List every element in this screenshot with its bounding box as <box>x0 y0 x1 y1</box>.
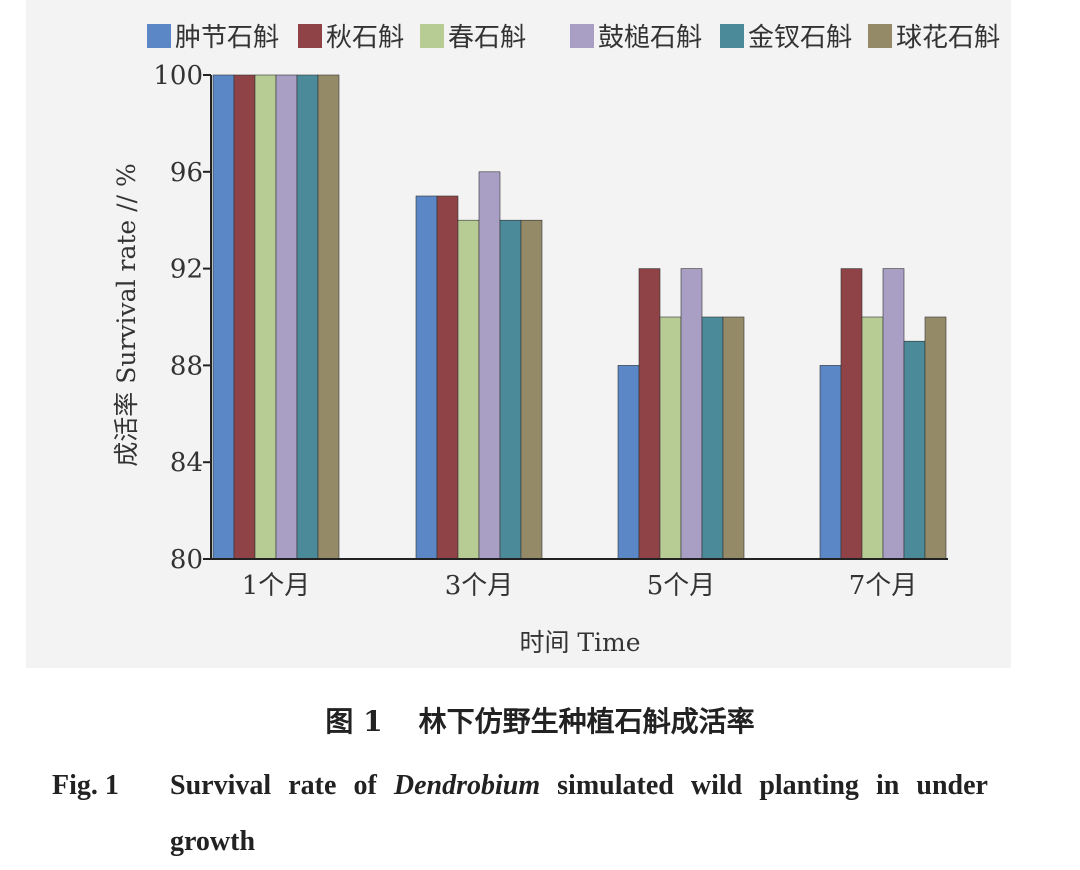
y-tick-label: 84 <box>170 448 203 478</box>
legend-swatch <box>298 24 322 48</box>
bar-chart: 肿节石斛 秋石斛 春石斛 鼓槌石斛 金钗石斛 球花石斛 80 84 88 92 96 100 1个月… <box>0 0 1080 680</box>
bar-3-6 <box>723 317 744 559</box>
bar-4-1 <box>820 365 841 559</box>
bar-1-6 <box>318 75 339 559</box>
figure-caption-cn: 图 1 林下仿野生种植石斛成活率 <box>0 700 1080 740</box>
caption-cn-number: 图 1 <box>325 705 382 738</box>
bar-1-4 <box>276 75 297 559</box>
bar-1-3 <box>255 75 276 559</box>
bar-4-4 <box>883 269 904 559</box>
legend-swatch <box>420 24 444 48</box>
x-tick-label: 7个月 <box>849 571 918 601</box>
chart-legend: 肿节石斛 秋石斛 春石斛 鼓槌石斛 金钗石斛 球花石斛 <box>147 23 1000 53</box>
y-tick-label: 100 <box>153 61 203 91</box>
bar-2-1 <box>416 196 437 559</box>
y-tick-label: 88 <box>170 351 203 381</box>
bar-3-2 <box>639 269 660 559</box>
y-tick-label: 92 <box>170 255 203 285</box>
bar-1-1 <box>213 75 234 559</box>
bar-2-2 <box>437 196 458 559</box>
bar-2-3 <box>458 220 479 559</box>
bar-3-1 <box>618 365 639 559</box>
bar-2-4 <box>479 172 500 559</box>
legend-label: 鼓槌石斛 <box>598 23 702 53</box>
legend-swatch <box>868 24 892 48</box>
bar-1-2 <box>234 75 255 559</box>
x-ticks: 1个月 3个月 5个月 7个月 <box>242 571 918 601</box>
x-tick-label: 1个月 <box>242 571 311 601</box>
bar-3-5 <box>702 317 723 559</box>
bar-3-3 <box>660 317 681 559</box>
legend-label: 金钗石斛 <box>748 23 852 53</box>
x-tick-label: 5个月 <box>647 571 716 601</box>
bar-4-6 <box>925 317 946 559</box>
legend-label: 春石斛 <box>448 23 526 53</box>
caption-en-label: Fig. 1 <box>52 758 170 814</box>
figure-caption-en: Fig. 1 Survival rate of Dendrobium simula… <box>52 758 992 870</box>
bar-4-2 <box>841 269 862 559</box>
legend-swatch <box>720 24 744 48</box>
legend-swatch <box>147 24 171 48</box>
y-axis-title: 成活率 Survival rate // % <box>112 163 141 466</box>
bar-2-6 <box>521 220 542 559</box>
legend-label: 秋石斛 <box>326 23 404 53</box>
bar-4-5 <box>904 341 925 559</box>
caption-cn-text: 林下仿野生种植石斛成活率 <box>419 705 755 738</box>
bar-3-4 <box>681 269 702 559</box>
y-ticks: 80 84 88 92 96 100 <box>153 61 211 575</box>
legend-swatch <box>570 24 594 48</box>
caption-en-pre: Survival rate of <box>170 770 394 801</box>
caption-en-text: Survival rate of Dendrobium simulated wi… <box>170 758 988 870</box>
x-tick-label: 3个月 <box>445 571 514 601</box>
legend-label: 肿节石斛 <box>175 23 279 53</box>
legend-label: 球花石斛 <box>896 23 1000 53</box>
bars-group <box>213 75 946 559</box>
bar-4-3 <box>862 317 883 559</box>
bar-1-5 <box>297 75 318 559</box>
y-tick-label: 80 <box>170 545 203 575</box>
caption-en-italic: Dendrobium <box>394 770 540 801</box>
bar-2-5 <box>500 220 521 559</box>
x-axis-title: 时间 Time <box>519 628 640 657</box>
y-tick-label: 96 <box>170 158 203 188</box>
